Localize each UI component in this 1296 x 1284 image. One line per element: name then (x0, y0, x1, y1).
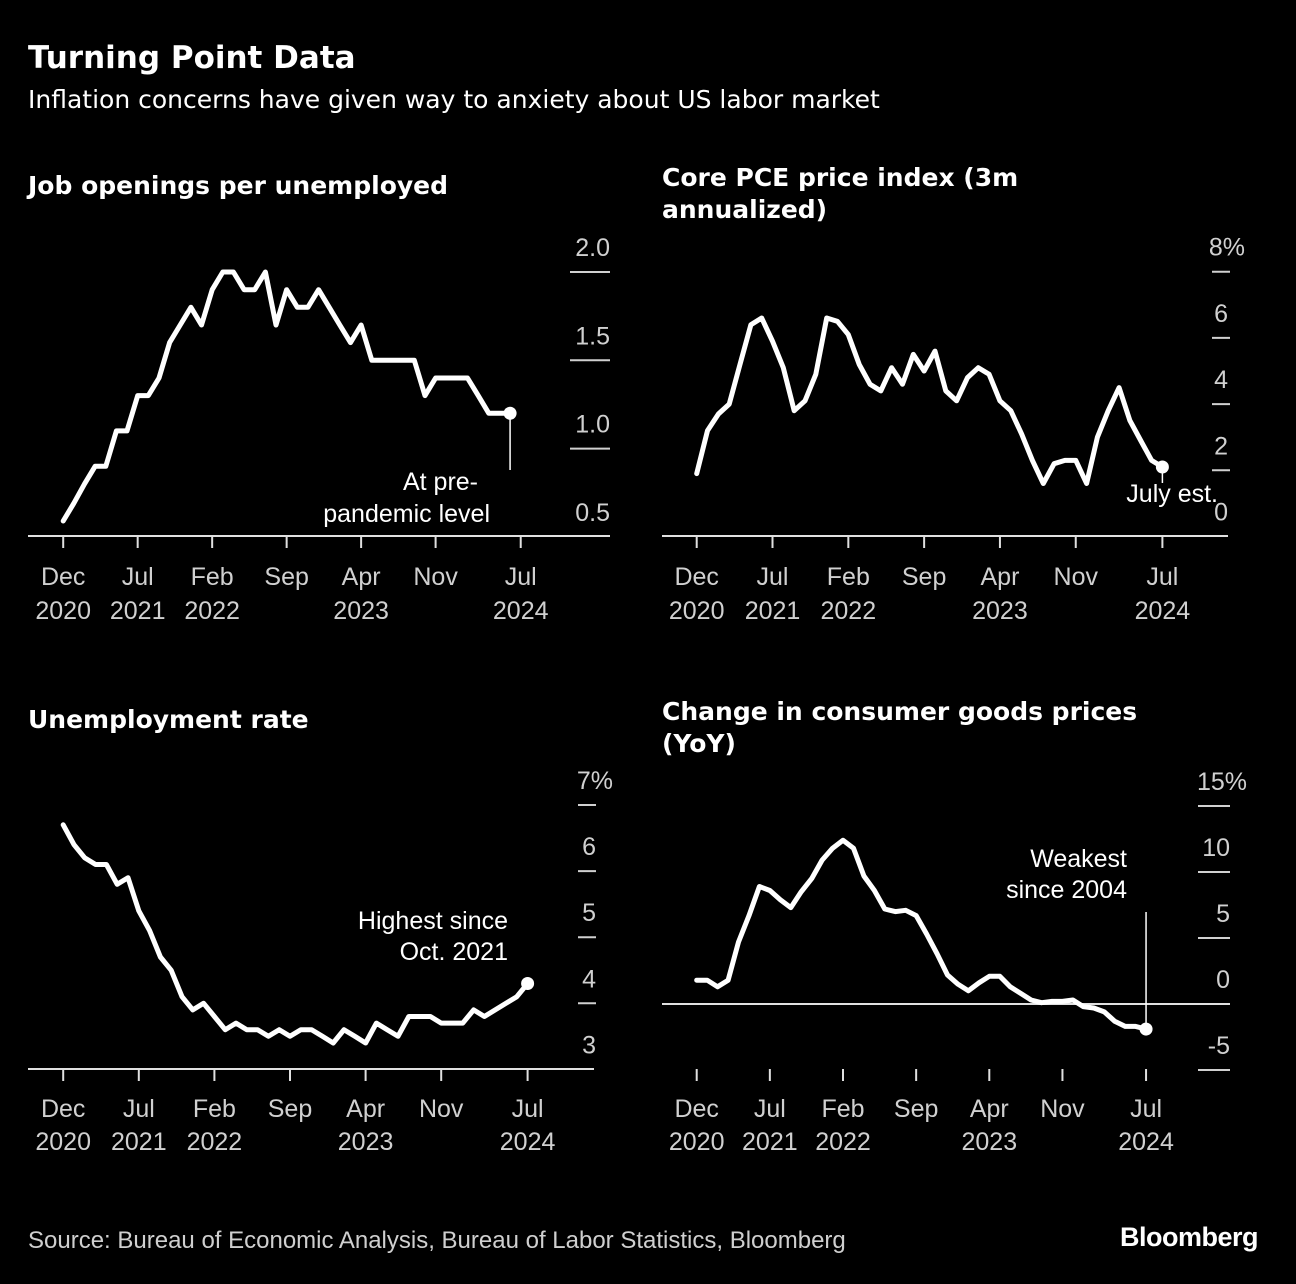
series-line (60, 822, 531, 1046)
y-tick-label: 4 (582, 965, 596, 993)
x-tick-label: 2024 (500, 1128, 556, 1156)
chart-subtitle: Inflation concerns have given way to anx… (28, 85, 880, 114)
x-tick-label: Apr (980, 563, 1019, 591)
y-tick-label: 2.0 (575, 234, 610, 262)
x-tick-label: 2023 (338, 1128, 394, 1156)
annotation-text: Highest since (358, 907, 508, 935)
x-tick-label: 2021 (742, 1128, 798, 1156)
y-tick-label: 15% (1197, 768, 1247, 796)
y-tick-label: 1.0 (575, 411, 610, 439)
x-tick-label: 2022 (187, 1128, 243, 1156)
x-tick-label: Jul (1146, 563, 1178, 591)
source-note: Source: Bureau of Economic Analysis, Bur… (28, 1227, 846, 1254)
y-tick-label: 6 (582, 833, 596, 861)
y-tick-label: 0 (1216, 966, 1230, 994)
x-tick-label: 2020 (35, 597, 91, 625)
x-tick-label: Dec (41, 1095, 85, 1123)
x-tick-label: 2023 (972, 597, 1028, 625)
x-tick-label: 2022 (821, 597, 877, 625)
annotation-text: At pre- (403, 468, 478, 496)
chart-panel-2: 7% 6 5 4 3 Dec 2020 Jul 2021 Feb 2022 Sep Apr 2023 Nov… (28, 767, 613, 1156)
x-tick-label: Jul (1130, 1095, 1162, 1123)
x-tick-label: Dec (674, 563, 718, 591)
x-tick-label: Jul (123, 1095, 155, 1123)
x-tick-label: 2024 (1135, 597, 1191, 625)
x-tick-label: Jul (505, 563, 537, 591)
x-tick-label: 2021 (110, 597, 166, 625)
panel-title-core-pce: Core PCE price index (3m annualized) (662, 162, 1018, 226)
chart-panel-0: 2.0 1.5 1.0 0.5 Dec 2020 Jul 2021 Feb 2022 Sep Apr 2… (28, 234, 610, 625)
x-tick-label: Sep (264, 563, 308, 591)
series-line (60, 269, 513, 524)
x-tick-label: Sep (268, 1095, 312, 1123)
x-tick-label: Dec (674, 1095, 718, 1123)
x-tick-label: 2024 (1118, 1128, 1174, 1156)
x-tick-label: Apr (970, 1095, 1009, 1123)
x-tick-label: 2023 (333, 597, 389, 625)
x-tick-label: Nov (413, 563, 458, 591)
panel-title-line: Change in consumer goods prices (662, 697, 1138, 726)
y-tick-label: -5 (1208, 1032, 1230, 1060)
chart-panel-1: 8% 6 4 2 0 Dec 2020 Jul 2021 Feb 2022 Sep Apr 2023 Nov… (662, 234, 1245, 625)
x-tick-label: Apr (346, 1095, 385, 1123)
series-line (694, 315, 1165, 486)
x-tick-label: Jul (754, 1095, 786, 1123)
x-tick-label: 2023 (961, 1128, 1017, 1156)
x-tick-label: 2020 (669, 597, 725, 625)
y-tick-label: 7% (577, 767, 613, 795)
x-tick-label: Jul (757, 563, 789, 591)
x-tick-label: Dec (41, 563, 85, 591)
x-tick-label: Feb (191, 563, 234, 591)
y-tick-label: 2 (1214, 432, 1228, 460)
x-tick-label: Feb (193, 1095, 236, 1123)
panel-title-line: (YoY) (662, 729, 736, 758)
panel-title-unemployment: Unemployment rate (28, 705, 309, 734)
y-tick-label: 1.5 (575, 322, 610, 350)
x-tick-label: 2020 (669, 1128, 725, 1156)
x-tick-label: 2021 (111, 1128, 167, 1156)
y-tick-label: 0.5 (575, 499, 610, 527)
x-tick-label: 2024 (493, 597, 549, 625)
annotation-text: pandemic level (323, 500, 490, 528)
x-tick-label: 2022 (184, 597, 240, 625)
panel-title-line: Core PCE price index (3m (662, 163, 1019, 192)
x-tick-label: 2020 (35, 1128, 91, 1156)
annotation-text: July est. (1126, 480, 1218, 508)
x-tick-label: Jul (122, 563, 154, 591)
chart-panel-3: 15% 10 5 0 -5 Dec 2020 Jul 2021 Feb 2022 Sep Apr 2023… (662, 768, 1247, 1156)
panel-title-job-openings: Job openings per unemployed (28, 171, 449, 200)
y-tick-label: 8% (1209, 234, 1245, 262)
annotation-text: Weakest (1030, 845, 1127, 873)
x-tick-label: Sep (894, 1095, 938, 1123)
x-tick-label: Nov (419, 1095, 464, 1123)
end-point-marker (521, 976, 535, 990)
x-tick-label: Feb (821, 1095, 864, 1123)
x-tick-label: Apr (342, 563, 381, 591)
y-tick-label: 4 (1214, 366, 1228, 394)
annotation-text: Oct. 2021 (400, 938, 508, 966)
x-tick-label: Sep (902, 563, 946, 591)
x-tick-label: 2021 (745, 597, 801, 625)
chart-title: Turning Point Data (28, 40, 356, 76)
panel-title-consumer-goods: Change in consumer goods prices (YoY) (662, 696, 1137, 760)
y-tick-label: 5 (1216, 900, 1230, 928)
bloomberg-logo: Bloomberg (1119, 1222, 1259, 1252)
x-tick-label: Nov (1054, 563, 1099, 591)
x-tick-label: 2022 (815, 1128, 871, 1156)
x-tick-label: Jul (512, 1095, 544, 1123)
y-tick-label: 0 (1214, 499, 1228, 527)
panel-title-line: annualized) (662, 195, 828, 224)
x-tick-label: Feb (827, 563, 870, 591)
x-tick-label: Nov (1040, 1095, 1085, 1123)
y-tick-label: 3 (582, 1031, 596, 1059)
y-tick-label: 5 (582, 899, 596, 927)
series-line (694, 837, 1149, 1032)
y-tick-label: 6 (1214, 300, 1228, 328)
y-tick-label: 10 (1202, 834, 1230, 862)
annotation-text: since 2004 (1006, 876, 1127, 904)
